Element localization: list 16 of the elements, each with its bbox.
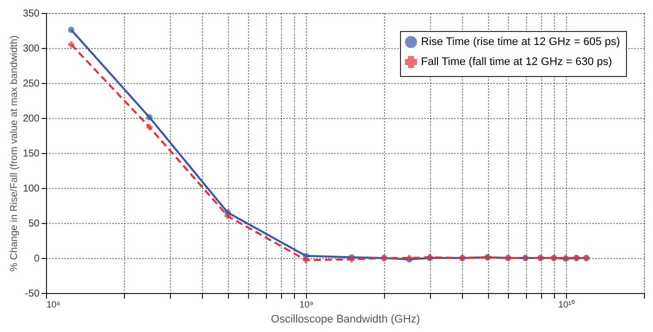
y-tick-label: -50 (25, 288, 40, 300)
x-tick-label: 10⁹ (299, 300, 314, 310)
y-tick-label: 250 (22, 78, 40, 90)
y-tick-label: 0 (34, 254, 40, 264)
y-tick-label: 50 (28, 218, 40, 230)
y-tick-label: 100 (22, 184, 40, 194)
y-tick-label: 350 (22, 8, 40, 20)
y-tick-label: 200 (22, 114, 40, 124)
legend-label: Rise Time (rise time at 12 GHz = 605 ps) (421, 36, 620, 48)
y-axis-title: % Change in Rise/Fall (from value at max bandwidth) (8, 35, 20, 272)
x-tick-label: 10¹⁰ (558, 300, 574, 310)
x-tick-label: 10⁸ (46, 300, 61, 310)
y-tick-label: 300 (22, 44, 40, 54)
legend-label: Fall Time (fall time at 12 GHz = 630 ps) (421, 56, 612, 68)
y-tick-label: 150 (22, 148, 40, 160)
x-axis-title: Oscilloscope Bandwidth (GHz) (270, 314, 420, 326)
